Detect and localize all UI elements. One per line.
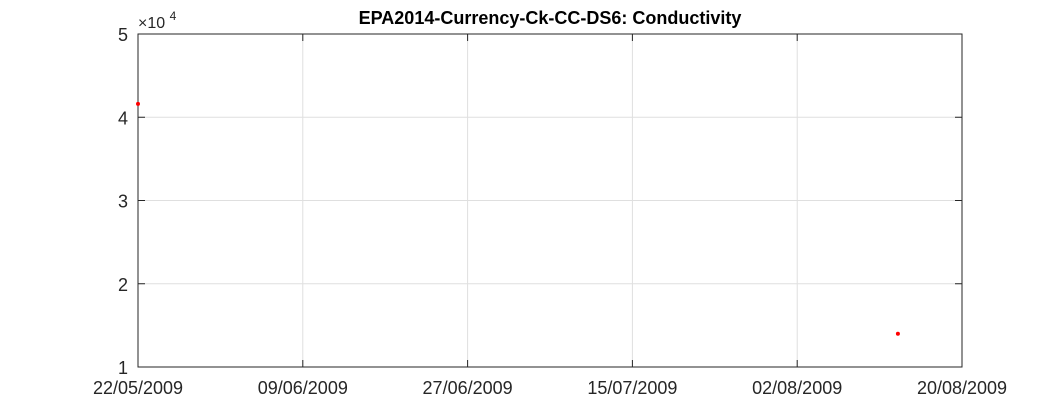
x-tick-label: 02/08/2009 — [752, 378, 842, 398]
y-tick-label: 1 — [118, 358, 128, 378]
grid — [138, 34, 962, 367]
y-axis-exponent: ×10 4 — [138, 9, 177, 32]
data-point — [895, 331, 900, 336]
y-axis-exponent-power: 4 — [170, 9, 177, 23]
x-tick-label: 22/05/2009 — [93, 378, 183, 398]
y-tick-label: 4 — [118, 108, 128, 128]
x-tick-label: 15/07/2009 — [587, 378, 677, 398]
x-tick-label: 20/08/2009 — [917, 378, 1007, 398]
data-points — [136, 101, 900, 336]
y-tick-label: 5 — [118, 25, 128, 45]
y-axis-exponent-base: ×10 — [138, 15, 165, 32]
y-tick-label: 2 — [118, 275, 128, 295]
y-tick-label: 3 — [118, 192, 128, 212]
ticks: 22/05/2009 09/06/2009 27/06/2009 15/07/2009… — [93, 25, 1007, 398]
data-point — [136, 101, 140, 106]
x-tick-label: 09/06/2009 — [258, 378, 348, 398]
chart-title: EPA2014-Currency-Ck-CC-DS6: Conductivity — [359, 8, 742, 28]
x-tick-label: 27/06/2009 — [423, 378, 513, 398]
